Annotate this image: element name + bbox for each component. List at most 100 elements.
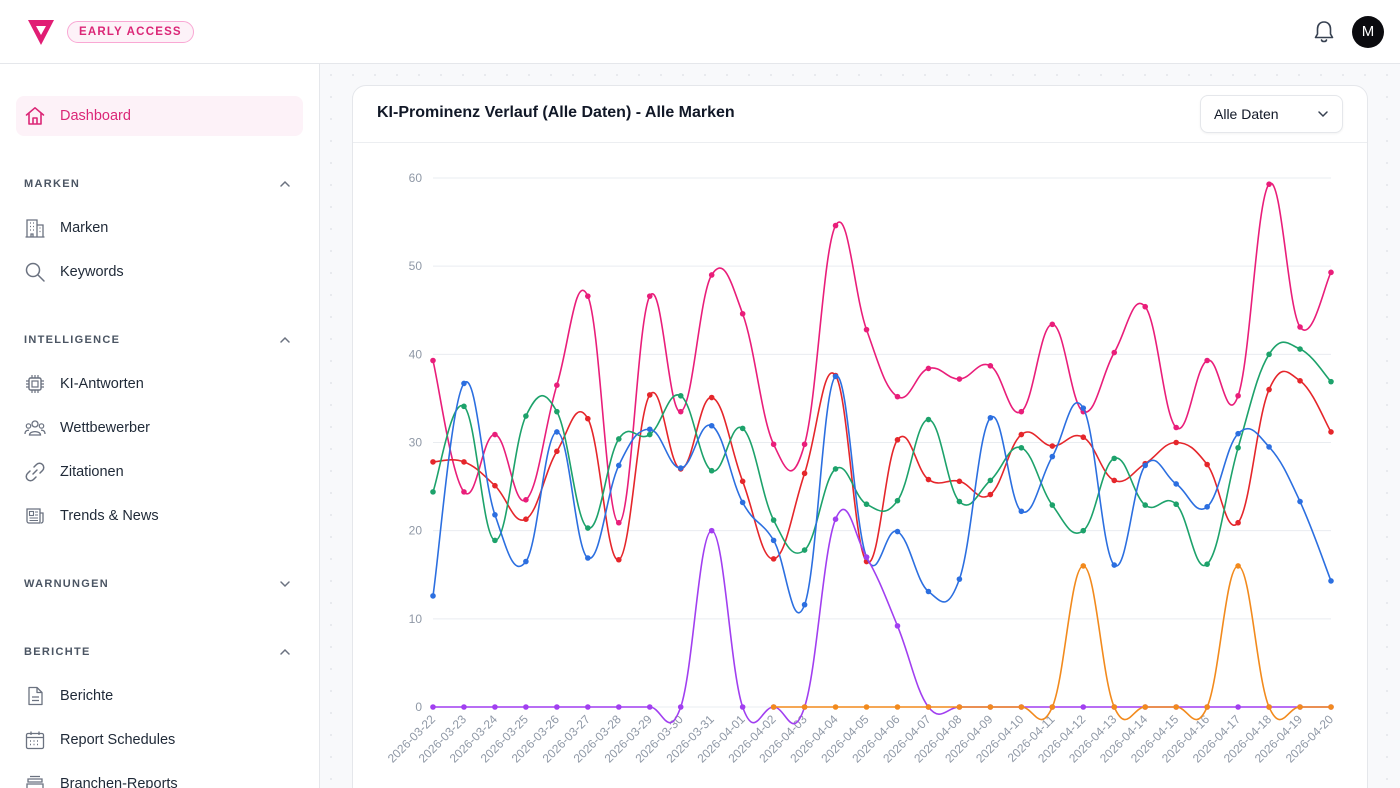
data-point-0 xyxy=(430,357,436,364)
data-point-3 xyxy=(554,429,560,435)
section-title: MARKEN xyxy=(24,178,81,190)
data-point-4 xyxy=(615,704,622,710)
section-berichte-toggle[interactable]: BERICHTE xyxy=(24,642,295,662)
data-point-3 xyxy=(492,511,498,518)
data-point-0 xyxy=(1297,324,1303,330)
sidebar-item-trends-news[interactable]: Trends & News xyxy=(16,496,303,536)
data-point-3 xyxy=(461,380,467,387)
sidebar-item-wettbewerber[interactable]: Wettbewerber xyxy=(16,408,303,448)
data-point-2 xyxy=(1018,444,1025,451)
sidebar-item-marken[interactable]: Marken xyxy=(16,208,303,248)
data-point-1 xyxy=(987,491,994,498)
y-tick-label: 0 xyxy=(415,700,422,714)
sidebar-item-label: Branchen-Reports xyxy=(60,776,178,788)
sidebar-item-keywords[interactable]: Keywords xyxy=(16,252,303,292)
data-point-0 xyxy=(615,519,622,526)
document-icon xyxy=(28,686,43,706)
data-point-0 xyxy=(677,408,684,415)
data-point-4 xyxy=(492,704,498,710)
data-point-1 xyxy=(585,415,591,422)
data-point-5 xyxy=(1049,704,1056,710)
sidebar-item-report-schedules[interactable]: Report Schedules xyxy=(16,720,303,760)
sidebar-item-label: Zitationen xyxy=(60,464,124,480)
data-point-5 xyxy=(801,704,808,710)
data-point-2 xyxy=(832,466,839,472)
calendar-icon xyxy=(25,731,45,750)
data-point-3 xyxy=(987,415,994,421)
data-point-0 xyxy=(739,310,746,317)
data-point-5 xyxy=(894,704,901,710)
data-point-2 xyxy=(1111,455,1118,462)
card-header: KI-Prominenz Verlauf (Alle Daten) - Alle… xyxy=(353,86,1367,143)
bell-icon[interactable] xyxy=(1311,18,1337,46)
section-marken-toggle[interactable]: MARKEN xyxy=(24,174,295,194)
data-point-3 xyxy=(585,555,591,561)
data-point-4 xyxy=(863,554,870,560)
data-point-5 xyxy=(1297,704,1303,710)
chevron-up-icon xyxy=(280,336,290,343)
data-point-1 xyxy=(1235,519,1241,526)
sidebar-item-zitationen[interactable]: Zitationen xyxy=(16,452,303,492)
data-point-1 xyxy=(461,459,467,465)
section-intelligence-toggle[interactable]: INTELLIGENCE xyxy=(24,330,295,350)
logo-icon[interactable] xyxy=(26,18,56,46)
avatar[interactable]: M xyxy=(1352,16,1384,48)
data-point-4 xyxy=(585,704,591,710)
data-point-2 xyxy=(863,501,870,508)
data-point-3 xyxy=(1049,453,1056,460)
sidebar-item-berichte[interactable]: Berichte xyxy=(16,676,303,716)
data-point-3 xyxy=(430,593,436,599)
data-point-3 xyxy=(956,576,963,582)
sidebar-item-branchen-reports[interactable]: Branchen-Reports xyxy=(16,764,303,788)
data-point-2 xyxy=(894,497,901,504)
y-tick-label: 40 xyxy=(409,347,423,361)
data-point-1 xyxy=(523,516,529,523)
data-point-1 xyxy=(1111,477,1118,484)
data-point-1 xyxy=(430,459,436,465)
data-point-0 xyxy=(1328,269,1334,276)
data-point-1 xyxy=(1173,439,1179,446)
data-point-3 xyxy=(801,601,808,608)
chip-icon xyxy=(26,375,44,393)
data-point-2 xyxy=(554,408,560,415)
sidebar-item-ki-antworten[interactable]: KI-Antworten xyxy=(16,364,303,404)
data-point-3 xyxy=(1328,578,1334,584)
data-point-4 xyxy=(708,527,715,534)
series-line-3 xyxy=(432,375,1332,614)
data-point-2 xyxy=(1080,527,1087,534)
data-point-5 xyxy=(1173,704,1179,710)
data-point-3 xyxy=(1018,508,1025,515)
select-value: Alle Daten xyxy=(1214,106,1279,122)
data-point-5 xyxy=(832,704,839,710)
data-point-5 xyxy=(1018,704,1025,710)
data-point-0 xyxy=(646,293,653,299)
data-point-4 xyxy=(430,704,436,710)
data-point-0 xyxy=(894,393,901,400)
series-line-4 xyxy=(433,508,1331,725)
data-point-4 xyxy=(894,623,901,629)
data-point-4 xyxy=(739,704,746,710)
data-point-0 xyxy=(492,431,498,438)
y-tick-label: 60 xyxy=(409,171,423,185)
section-warnungen-toggle[interactable]: WARNUNGEN xyxy=(24,574,295,594)
data-point-3 xyxy=(739,499,746,506)
data-point-1 xyxy=(1297,377,1303,384)
series-line-5 xyxy=(773,565,1331,721)
data-point-0 xyxy=(708,272,715,278)
y-tick-label: 30 xyxy=(409,436,423,450)
data-point-3 xyxy=(677,465,684,471)
data-point-2 xyxy=(770,517,777,523)
data-point-2 xyxy=(523,413,529,419)
data-point-5 xyxy=(1235,563,1241,569)
data-point-5 xyxy=(956,704,963,710)
early-access-badge: EARLY ACCESS xyxy=(67,21,194,43)
data-point-2 xyxy=(677,392,684,399)
data-point-2 xyxy=(1235,444,1241,451)
data-point-3 xyxy=(646,426,653,433)
sidebar-item-label: Report Schedules xyxy=(60,732,176,748)
data-point-2 xyxy=(646,431,653,438)
data-point-0 xyxy=(832,222,839,229)
sidebar-item-dashboard[interactable]: Dashboard xyxy=(16,96,303,136)
data-range-select[interactable]: Alle Daten xyxy=(1200,95,1343,133)
data-point-3 xyxy=(523,558,529,565)
